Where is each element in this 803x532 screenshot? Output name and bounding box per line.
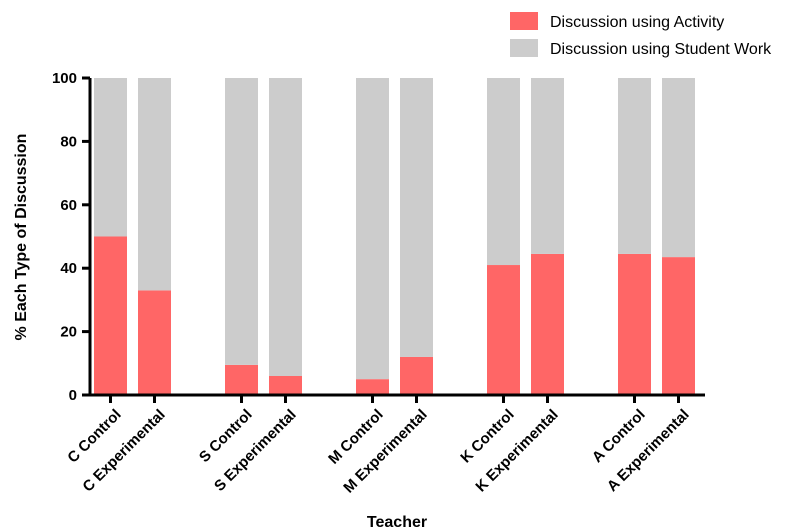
legend-label-student-work: Discussion using Student Work <box>550 41 772 58</box>
bar-a-experimental-student-work <box>662 78 695 258</box>
bar-a-experimental-activity <box>662 257 695 395</box>
bar-c-experimental-student-work <box>138 78 171 291</box>
bar-m-experimental-student-work <box>400 78 433 357</box>
bar-k-control-activity <box>487 265 520 395</box>
x-tick-label: K Experimental <box>472 406 561 495</box>
y-tick-label: 20 <box>60 324 77 341</box>
y-tick-label: 100 <box>52 70 77 87</box>
bars <box>94 78 695 395</box>
bar-k-experimental-student-work <box>531 78 564 254</box>
bar-c-control-activity <box>94 236 127 395</box>
x-axis-title: Teacher <box>367 514 427 531</box>
y-axis: 0 20 40 60 80 100 <box>52 70 92 404</box>
x-tick-label: A Experimental <box>604 406 693 495</box>
bar-m-experimental-activity <box>400 356 433 395</box>
y-axis-title: % Each Type of Discussion <box>13 134 30 341</box>
x-tick-label: S Experimental <box>211 406 300 495</box>
bar-s-control-activity <box>225 364 258 395</box>
y-ticks: 0 20 40 60 80 100 <box>52 70 90 404</box>
x-tick-label: C Experimental <box>79 406 168 495</box>
bar-c-control-student-work <box>94 78 127 237</box>
bar-c-experimental-activity <box>138 290 171 395</box>
legend-label-activity: Discussion using Activity <box>550 14 724 31</box>
y-tick-label: 80 <box>60 133 77 150</box>
bar-m-control-activity <box>356 379 389 395</box>
bar-s-experimental-student-work <box>269 78 302 376</box>
bar-k-control-student-work <box>487 78 520 266</box>
bar-m-control-student-work <box>356 78 389 380</box>
y-tick-label: 40 <box>60 260 77 277</box>
y-tick-label: 60 <box>60 197 77 214</box>
bar-a-control-student-work <box>618 78 651 254</box>
y-tick-label: 0 <box>69 387 77 404</box>
x-tick-label: M Experimental <box>340 406 430 496</box>
legend-swatch-activity <box>510 12 538 30</box>
legend-swatch-student-work <box>510 39 538 57</box>
bar-s-control-student-work <box>225 78 258 365</box>
bar-s-experimental-activity <box>269 375 302 395</box>
bar-a-control-activity <box>618 253 651 395</box>
bar-k-experimental-activity <box>531 253 564 395</box>
legend: Discussion using Activity Discussion usi… <box>510 12 772 58</box>
